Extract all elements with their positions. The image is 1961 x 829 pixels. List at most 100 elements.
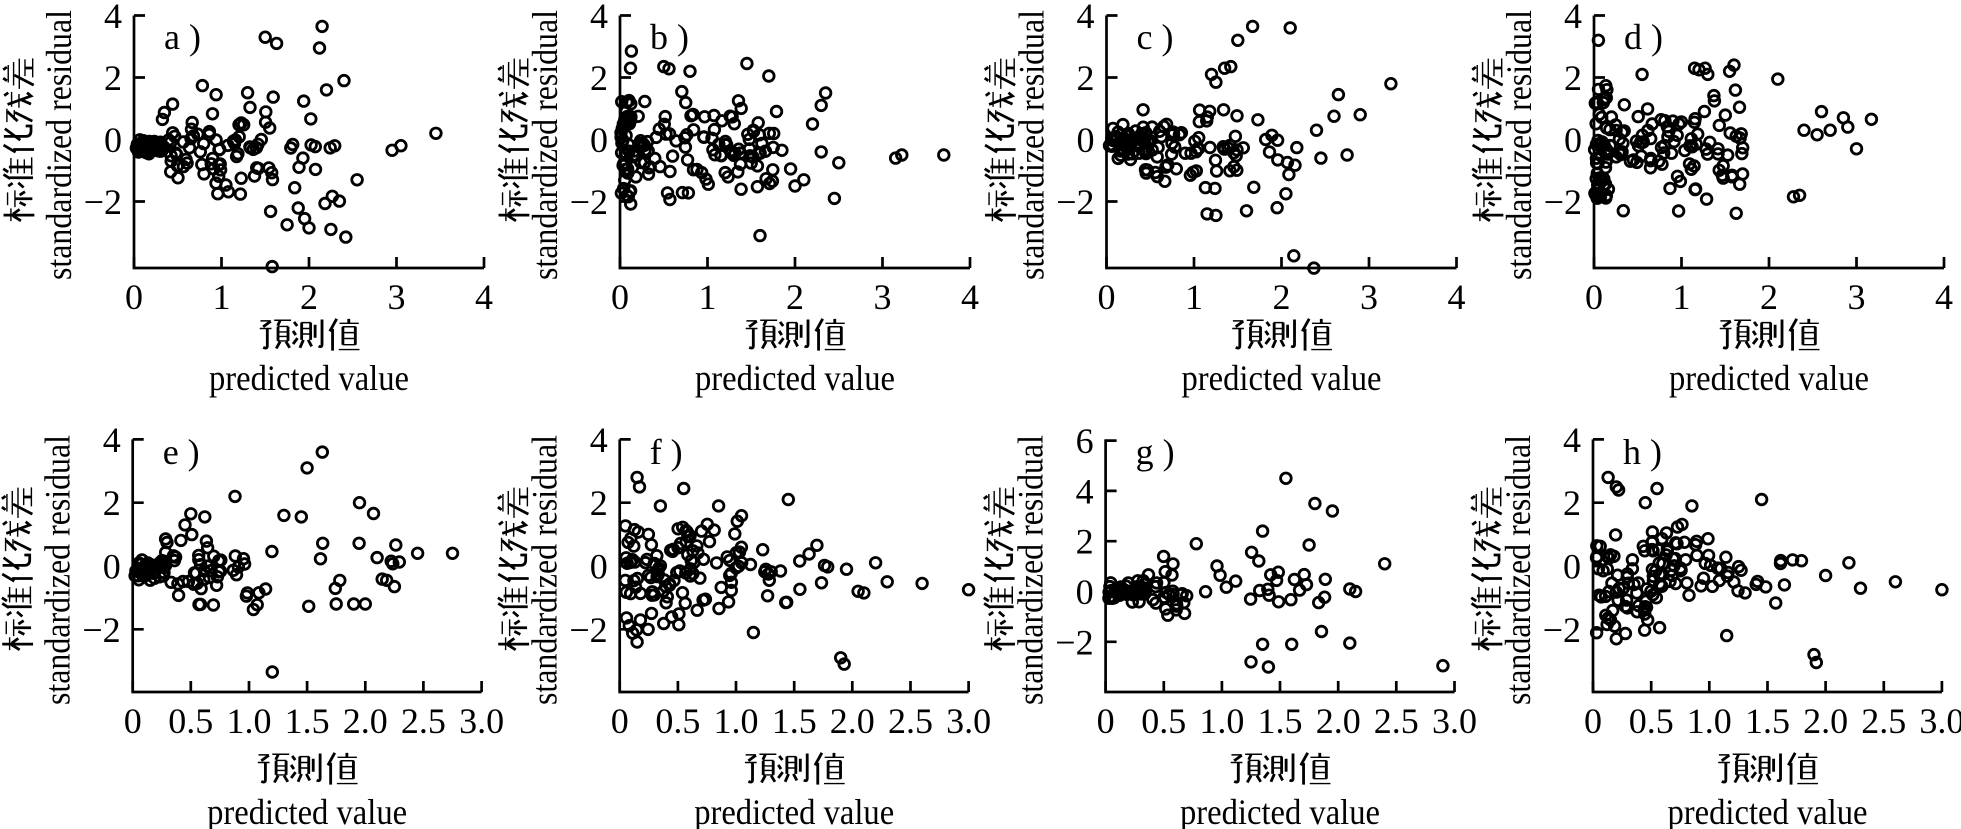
svg-text:2.5: 2.5 (888, 701, 933, 741)
svg-text:2: 2 (1760, 277, 1778, 317)
svg-text:4: 4 (104, 0, 122, 36)
svg-text:3.0: 3.0 (1919, 701, 1961, 741)
svg-text:4: 4 (103, 420, 121, 460)
svg-text:0: 0 (1564, 120, 1582, 160)
svg-text:1.5: 1.5 (285, 701, 330, 741)
svg-text:standardized residual: standardized residual (525, 435, 565, 705)
svg-text:2.0: 2.0 (1803, 701, 1848, 741)
svg-text:3: 3 (388, 277, 406, 317)
svg-text:2: 2 (1564, 58, 1582, 98)
svg-text:−2: −2 (569, 610, 607, 650)
svg-text:0: 0 (124, 701, 142, 741)
svg-text:0.5: 0.5 (1629, 701, 1674, 741)
svg-text:4: 4 (1564, 0, 1582, 36)
svg-text:f ): f ) (650, 432, 683, 472)
svg-text:0: 0 (1097, 701, 1115, 741)
svg-text:0: 0 (590, 120, 608, 160)
svg-text:0: 0 (103, 547, 121, 587)
svg-text:2: 2 (104, 58, 122, 98)
svg-text:3.0: 3.0 (1432, 701, 1477, 741)
svg-text:3: 3 (874, 277, 892, 317)
svg-text:2: 2 (1076, 522, 1094, 562)
svg-text:4: 4 (590, 0, 608, 36)
svg-text:3: 3 (1848, 277, 1866, 317)
svg-text:1.5: 1.5 (1258, 701, 1303, 741)
svg-text:standardized residual: standardized residual (1011, 435, 1051, 705)
svg-text:0: 0 (125, 277, 143, 317)
svg-text:1.0: 1.0 (714, 701, 759, 741)
svg-text:4: 4 (1563, 420, 1581, 460)
svg-text:0: 0 (611, 701, 629, 741)
svg-text:predicted value: predicted value (1180, 792, 1380, 829)
svg-text:predicted value: predicted value (1669, 358, 1869, 398)
svg-text:2: 2 (590, 58, 608, 98)
svg-text:2: 2 (786, 277, 804, 317)
svg-text:0.5: 0.5 (655, 701, 700, 741)
svg-text:−2: −2 (570, 182, 608, 222)
svg-text:2.5: 2.5 (1374, 701, 1419, 741)
svg-text:0: 0 (104, 120, 122, 160)
svg-text:0.5: 0.5 (1141, 701, 1186, 741)
svg-text:3.0: 3.0 (946, 701, 991, 741)
svg-text:1.0: 1.0 (1199, 701, 1244, 741)
svg-text:6: 6 (1076, 421, 1094, 461)
svg-text:2.0: 2.0 (1316, 701, 1361, 741)
svg-text:g ): g ) (1136, 432, 1175, 472)
svg-text:0: 0 (1563, 547, 1581, 587)
svg-text:a ): a ) (164, 17, 201, 57)
svg-text:2: 2 (1077, 58, 1095, 98)
svg-text:d ): d ) (1624, 17, 1663, 57)
svg-text:2.5: 2.5 (401, 701, 446, 741)
svg-text:1: 1 (699, 277, 717, 317)
svg-text:2: 2 (300, 277, 318, 317)
svg-text:3.0: 3.0 (459, 701, 504, 741)
svg-text:predicted value: predicted value (694, 792, 894, 829)
svg-text:2: 2 (103, 483, 121, 523)
svg-text:1.5: 1.5 (772, 701, 817, 741)
svg-text:predicted value: predicted value (1668, 792, 1868, 829)
svg-text:−2: −2 (1055, 622, 1093, 662)
svg-text:standardized residual: standardized residual (525, 10, 565, 280)
svg-text:predicted value: predicted value (207, 792, 407, 829)
svg-text:1: 1 (213, 277, 231, 317)
svg-text:2.0: 2.0 (830, 701, 875, 741)
svg-text:predicted value: predicted value (209, 358, 409, 398)
svg-text:1.0: 1.0 (1687, 701, 1732, 741)
svg-text:−2: −2 (1544, 182, 1582, 222)
svg-text:1.5: 1.5 (1745, 701, 1790, 741)
svg-text:2: 2 (590, 483, 608, 523)
svg-text:1.0: 1.0 (227, 701, 272, 741)
svg-text:4: 4 (1448, 277, 1466, 317)
svg-text:4: 4 (475, 277, 493, 317)
svg-text:2.5: 2.5 (1861, 701, 1906, 741)
svg-text:0: 0 (1077, 120, 1095, 160)
svg-text:4: 4 (1076, 471, 1094, 511)
svg-text:0: 0 (1076, 572, 1094, 612)
svg-text:1: 1 (1185, 277, 1203, 317)
svg-text:0: 0 (1098, 277, 1116, 317)
svg-text:0.5: 0.5 (168, 701, 213, 741)
svg-text:3: 3 (1360, 277, 1378, 317)
svg-text:2: 2 (1563, 483, 1581, 523)
svg-text:0: 0 (611, 277, 629, 317)
svg-text:c ): c ) (1137, 17, 1174, 57)
svg-text:standardized residual: standardized residual (39, 10, 79, 280)
svg-text:1: 1 (1673, 277, 1691, 317)
svg-text:2: 2 (1273, 277, 1291, 317)
svg-text:predicted value: predicted value (695, 358, 895, 398)
svg-text:standardized residual: standardized residual (1498, 435, 1538, 705)
svg-text:−2: −2 (1056, 182, 1094, 222)
svg-text:0: 0 (590, 547, 608, 587)
svg-text:−2: −2 (1543, 610, 1581, 650)
svg-text:4: 4 (1935, 277, 1953, 317)
svg-text:−2: −2 (84, 182, 122, 222)
svg-text:predicted value: predicted value (1182, 358, 1382, 398)
svg-text:0: 0 (1584, 701, 1602, 741)
svg-text:standardized residual: standardized residual (38, 435, 78, 705)
svg-text:4: 4 (590, 420, 608, 460)
svg-text:e ): e ) (163, 432, 200, 472)
svg-text:2.0: 2.0 (343, 701, 388, 741)
svg-text:b ): b ) (650, 17, 689, 57)
svg-text:standardized residual: standardized residual (1012, 10, 1052, 280)
svg-text:standardized residual: standardized residual (1499, 10, 1539, 280)
